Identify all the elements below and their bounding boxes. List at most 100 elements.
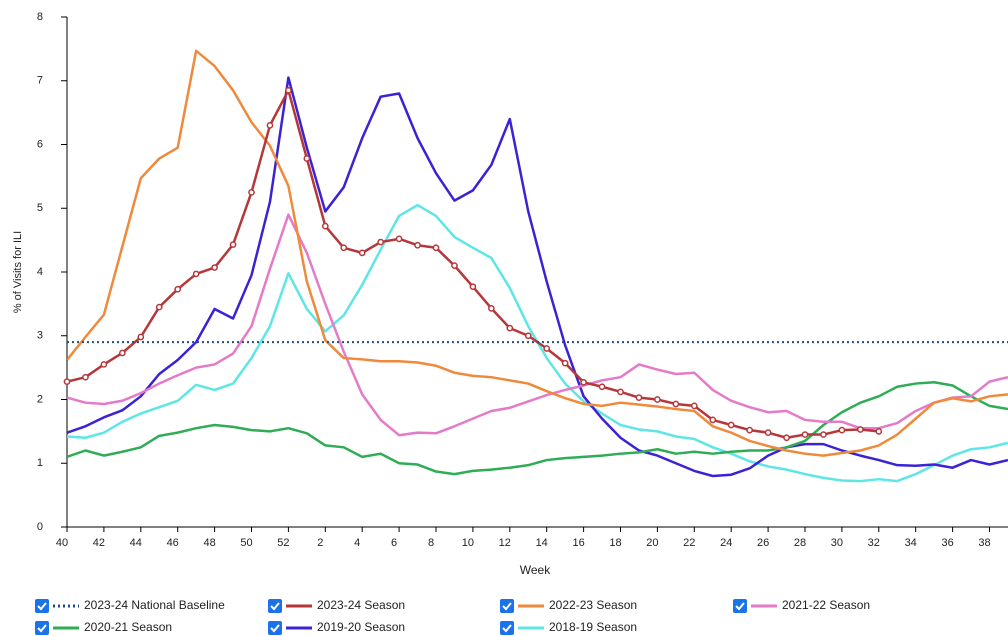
series-marker [266, 122, 274, 129]
legend-checkbox[interactable] [268, 599, 282, 613]
legend-checkmark [37, 602, 47, 611]
series-line [67, 381, 1008, 476]
series-marker [672, 400, 680, 408]
legend-checkmark [735, 602, 745, 611]
y-axis-label: % of Visits for ILI [12, 231, 24, 313]
x-tick-label: 44 [130, 537, 142, 549]
series-marker [377, 238, 384, 246]
series-marker [506, 324, 514, 332]
series-marker [248, 188, 255, 196]
x-tick-label: 14 [536, 537, 548, 549]
series-marker [414, 241, 421, 249]
series-marker [174, 285, 182, 293]
x-tick-label: 2 [317, 537, 323, 549]
series-marker [820, 431, 827, 438]
x-tick-label: 38 [978, 537, 990, 549]
series-marker [340, 244, 348, 252]
x-tick-label: 28 [794, 537, 806, 549]
x-tick-label: 42 [93, 537, 105, 549]
y-tick-label: 2 [37, 393, 43, 405]
series-marker [617, 388, 624, 396]
series-marker [63, 378, 71, 385]
series-marker [82, 373, 89, 381]
x-tick-label: 18 [609, 537, 621, 549]
x-tick-label: 52 [277, 537, 289, 549]
legend-label: 2018-19 Season [549, 620, 637, 634]
x-tick-label: 12 [499, 537, 511, 549]
legend-checkbox[interactable] [733, 599, 747, 613]
y-tick-label: 4 [37, 266, 43, 278]
y-tick-label: 6 [37, 138, 43, 150]
legend-item[interactable]: 2023-24 National Baseline [35, 598, 225, 613]
legend-label: 2023-24 National Baseline [84, 598, 225, 612]
y-tick-label: 8 [37, 11, 43, 23]
series-line [67, 213, 1008, 437]
series-marker [285, 86, 292, 94]
series-marker [746, 426, 754, 434]
series-line [67, 49, 1008, 457]
series-marker [303, 155, 311, 162]
series-marker [137, 333, 145, 341]
legend-checkmark [37, 624, 47, 633]
legend-checkbox[interactable] [35, 621, 49, 635]
series-marker [524, 332, 532, 340]
series-marker [801, 431, 809, 438]
series-marker [100, 361, 108, 368]
y-tick-label: 1 [37, 457, 43, 469]
x-tick-label: 16 [572, 537, 584, 549]
series-marker [783, 434, 790, 442]
legend-checkbox[interactable] [500, 621, 514, 635]
series-marker [488, 304, 495, 312]
legend-checkmark [502, 624, 512, 633]
legend-item[interactable]: 2020-21 Season [35, 620, 172, 635]
series-marker [395, 235, 403, 243]
legend-label: 2021-22 Season [782, 598, 870, 612]
legend-item[interactable]: 2019-20 Season [268, 620, 405, 635]
legend-item[interactable]: 2021-22 Season [733, 598, 870, 613]
x-tick-label: 22 [683, 537, 695, 549]
x-tick-label: 36 [941, 537, 953, 549]
y-tick-label: 7 [37, 75, 43, 87]
legend-checkbox[interactable] [35, 599, 49, 613]
series-marker [155, 303, 163, 311]
legend-label: 2023-24 Season [317, 598, 405, 612]
legend-checkmark [270, 602, 280, 611]
series-marker [857, 426, 864, 433]
x-tick-label: 26 [757, 537, 769, 549]
series-marker [451, 262, 458, 269]
x-tick-label: 20 [646, 537, 658, 549]
legend-label: 2019-20 Season [317, 620, 405, 634]
series-marker [690, 402, 698, 410]
x-tick-label: 6 [391, 537, 397, 549]
series-line [67, 76, 1008, 478]
series-marker [635, 394, 643, 401]
x-tick-label: 32 [868, 537, 880, 549]
series-marker [838, 426, 846, 434]
series-marker [727, 421, 735, 429]
y-tick-label: 3 [37, 330, 43, 342]
series-marker [192, 270, 200, 278]
x-tick-label: 4 [354, 537, 360, 549]
series-marker [875, 428, 883, 435]
series-marker [358, 249, 366, 257]
series-marker [598, 383, 606, 391]
x-tick-label: 50 [240, 537, 252, 549]
y-tick-label: 0 [37, 521, 43, 533]
series-marker [764, 429, 772, 436]
x-tick-label: 48 [203, 537, 215, 549]
x-tick-label: 8 [428, 537, 434, 549]
x-axis-label: Week [520, 563, 551, 577]
legend-item[interactable]: 2018-19 Season [500, 620, 637, 635]
legend-checkbox[interactable] [268, 621, 282, 635]
legend-item[interactable]: 2023-24 Season [268, 598, 405, 613]
series-marker [432, 244, 440, 252]
series-marker [469, 283, 477, 291]
x-tick-label: 34 [905, 537, 917, 549]
legend-item[interactable]: 2022-23 Season [500, 598, 637, 613]
legend-checkbox[interactable] [500, 599, 514, 613]
series-marker [229, 241, 237, 248]
series-marker [709, 416, 717, 424]
y-tick-label: 5 [37, 202, 43, 214]
